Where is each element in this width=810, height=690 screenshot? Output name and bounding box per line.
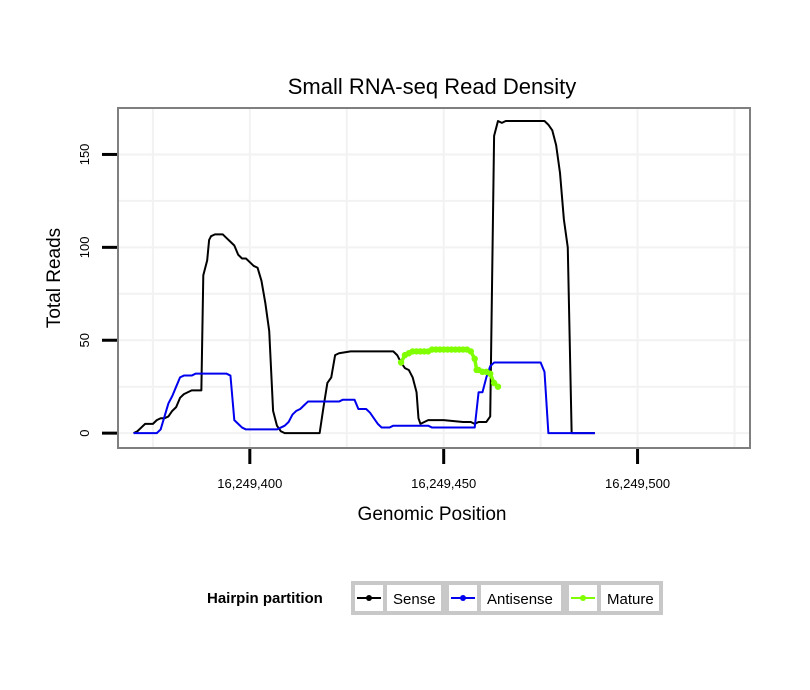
series-point-mature-0 xyxy=(397,359,405,366)
legend-item-antisense: Antisense xyxy=(445,581,565,615)
grid-lines xyxy=(118,107,750,448)
legend-key-point-antisense xyxy=(460,595,466,601)
series-point-mature-19 xyxy=(471,355,478,363)
series-point-mature-24 xyxy=(487,370,494,377)
legend-item-sense: Sense xyxy=(351,581,445,615)
legend-label-box-mature xyxy=(597,581,663,615)
x-tick-label-0: 16,249,400 xyxy=(217,476,282,491)
panel-border xyxy=(117,107,751,449)
panel-background xyxy=(118,108,750,448)
legend-key-point-sense xyxy=(366,595,372,601)
y-tick-label-2: 100 xyxy=(77,236,92,258)
legend-title: Hairpin partition xyxy=(207,590,323,607)
legend-label-sense: Sense xyxy=(393,591,436,608)
legend-item-mature: Mature xyxy=(565,581,663,615)
legend: Hairpin partition Sense Antisense Mature xyxy=(207,581,663,615)
legend-label-mature: Mature xyxy=(607,591,654,608)
legend-label-box-sense xyxy=(383,581,445,615)
x-axis-title: Genomic Position xyxy=(358,504,507,525)
x-tick-label-2: 16,249,500 xyxy=(605,476,670,491)
x-tick-label-1: 16,249,450 xyxy=(411,476,476,491)
series-line-sense xyxy=(133,120,595,435)
y-axis: 0 50 100 150 xyxy=(77,144,117,437)
series-line-antisense xyxy=(133,361,595,435)
plot-panel xyxy=(117,107,751,449)
y-axis-title: Total Reads xyxy=(44,228,65,328)
y-tick-label-1: 50 xyxy=(77,333,92,347)
legend-label-box-antisense xyxy=(477,581,565,615)
y-tick-label-3: 150 xyxy=(77,144,92,166)
legend-items: Sense Antisense Mature xyxy=(351,581,663,615)
legend-label-antisense: Antisense xyxy=(487,591,553,608)
series-point-mature-26 xyxy=(494,383,502,390)
chart-title: Small RNA-seq Read Density xyxy=(288,74,577,99)
y-tick-label-0: 0 xyxy=(77,430,92,437)
x-axis: 16,249,400 16,249,450 16,249,500 xyxy=(217,449,670,491)
series-layer xyxy=(133,120,595,435)
series-point-mature-18 xyxy=(467,348,475,355)
legend-key-point-mature xyxy=(580,595,586,601)
